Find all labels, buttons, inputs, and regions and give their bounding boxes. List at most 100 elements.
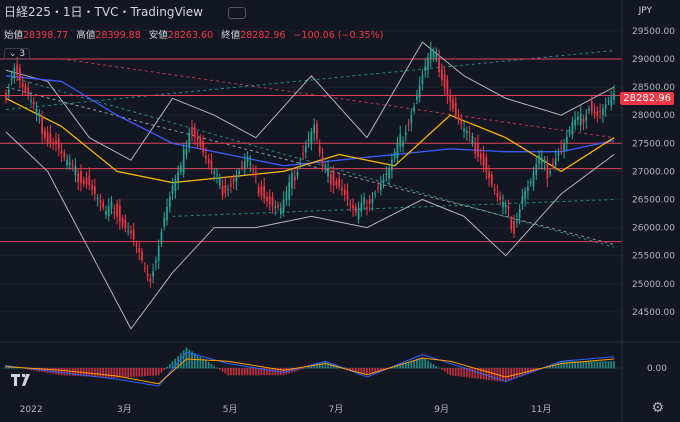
candle-body <box>66 160 68 166</box>
macd-histogram-bar <box>554 363 557 369</box>
candle-body <box>521 196 524 204</box>
macd-histogram-bar <box>510 368 513 380</box>
high-value: 28399.88 <box>95 30 141 41</box>
macd-histogram-bar <box>199 356 202 369</box>
candle-body <box>613 93 615 100</box>
macd-histogram-bar <box>85 368 88 377</box>
candle-body <box>427 57 429 71</box>
close-value: 28282.96 <box>240 30 286 41</box>
macd-histogram-bar <box>457 368 460 377</box>
macd-histogram-bar <box>482 368 485 380</box>
macd-histogram-bar <box>354 368 357 372</box>
candle-body <box>532 172 535 187</box>
candle-body <box>341 187 343 191</box>
macd-histogram-bar <box>213 365 216 369</box>
macd-histogram-bar <box>441 368 443 370</box>
macd-histogram-bar <box>565 361 568 369</box>
close-label: 終値 <box>221 30 241 41</box>
price-tick-label: 27000.00 <box>632 167 675 177</box>
macd-histogram-bar <box>210 363 213 369</box>
candle-body <box>85 177 88 185</box>
macd-histogram-bar <box>454 368 457 376</box>
candle-body <box>324 167 327 169</box>
macd-histogram-bar <box>246 368 249 376</box>
macd-line <box>5 351 615 387</box>
currency-label[interactable]: JPY <box>638 6 652 16</box>
candle-body <box>515 221 518 223</box>
macd-histogram-bar <box>593 361 596 369</box>
macd-histogram-bar <box>168 363 171 369</box>
toggle-icon[interactable] <box>228 7 246 19</box>
macd-histogram-bar <box>321 362 324 369</box>
candle-body <box>38 113 41 117</box>
macd-histogram-bar <box>318 363 321 369</box>
candle-body <box>99 200 102 203</box>
macd-histogram-bar <box>477 368 479 379</box>
macd-histogram-bar <box>110 368 113 378</box>
high-label: 高値 <box>76 30 96 41</box>
candle-body <box>468 132 471 134</box>
macd-histogram-bar <box>235 368 238 376</box>
macd-histogram-bar <box>368 368 371 375</box>
candle-body <box>363 197 365 204</box>
macd-histogram-bar <box>193 353 196 369</box>
candle-body <box>146 273 149 277</box>
candle-body <box>399 133 402 147</box>
candle-body <box>160 231 163 244</box>
candle-body <box>10 78 13 81</box>
candle-body <box>599 111 601 113</box>
macd-histogram-bar <box>113 368 116 378</box>
gear-icon[interactable]: ⚙ <box>651 400 664 416</box>
indicators-collapse-button[interactable]: ⌄ 3 <box>4 48 31 60</box>
candle-body <box>110 201 113 209</box>
candle-body <box>143 268 146 270</box>
candle-body <box>371 198 374 203</box>
macd-histogram-bar <box>502 368 504 382</box>
candle-body <box>105 211 107 215</box>
candle-body <box>610 96 613 107</box>
macd-histogram-bar <box>230 368 232 376</box>
macd-histogram-bar <box>313 364 316 369</box>
macd-histogram-bar <box>377 368 379 372</box>
candle-body <box>552 163 554 166</box>
candle-body <box>543 160 546 163</box>
macd-histogram-bar <box>374 368 377 373</box>
candle-body <box>252 168 254 170</box>
symbol-title[interactable]: 日経225・1日・TVC・TradingView <box>4 5 203 19</box>
candle-body <box>282 199 285 212</box>
macd-histogram-bar <box>121 368 124 378</box>
change-value: −100.06 (−0.35%) <box>293 30 384 41</box>
candle-body <box>393 151 396 159</box>
macd-histogram-bar <box>180 353 182 369</box>
candle-body <box>96 198 99 200</box>
candle-body <box>213 172 216 174</box>
macd-histogram-bar <box>91 368 93 377</box>
candle-body <box>35 108 38 115</box>
candle-body <box>102 202 105 208</box>
macd-histogram-bar <box>205 360 207 369</box>
candle-body <box>174 178 177 192</box>
candle-body <box>452 99 454 109</box>
candle-body <box>307 138 310 142</box>
candle-body <box>457 117 460 120</box>
candle-body <box>343 189 346 196</box>
candle-body <box>243 161 246 170</box>
candle-body <box>32 101 35 105</box>
candle-body <box>302 153 304 155</box>
tradingview-logo-icon[interactable] <box>10 372 34 388</box>
macd-histogram-bar <box>66 368 68 376</box>
macd-histogram-bar <box>546 366 549 369</box>
trend-line <box>61 58 615 139</box>
price-tick-label: 27500.00 <box>632 139 675 149</box>
macd-histogram-bar <box>255 368 257 376</box>
ohlc-legend: 始値28398.77 高値28399.88 安値28263.60 終値28282… <box>4 27 388 41</box>
macd-histogram-bar <box>466 368 468 378</box>
candle-body <box>260 186 263 197</box>
macd-histogram-bar <box>302 368 304 369</box>
macd-histogram-bar <box>166 366 168 369</box>
candle-body <box>291 173 293 189</box>
candle-body <box>113 211 116 213</box>
last-price-tag: 28282.96 <box>620 92 674 105</box>
low-value: 28263.60 <box>167 30 214 41</box>
